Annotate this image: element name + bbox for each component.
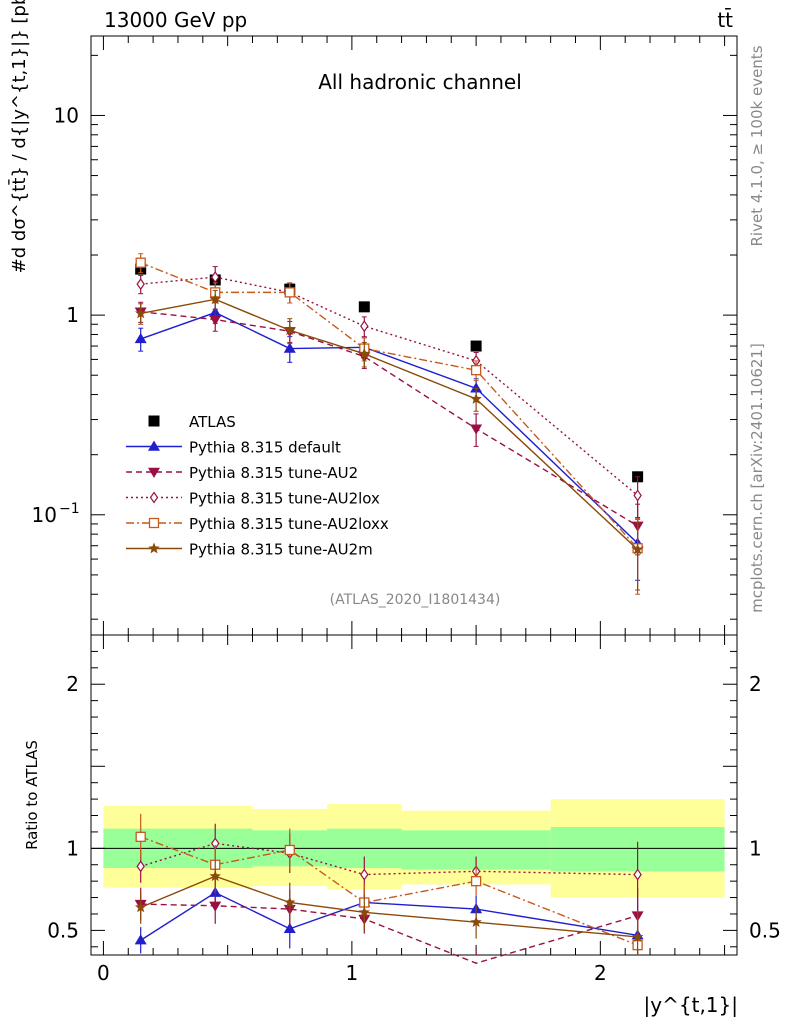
ratio-y-tick-label: 0.5 bbox=[47, 918, 79, 942]
legend-label: Pythia 8.315 tune-AU2loxx bbox=[189, 515, 389, 533]
data-point bbox=[631, 543, 644, 555]
ratio-point bbox=[209, 901, 222, 912]
data-point bbox=[135, 257, 146, 268]
data-point bbox=[136, 278, 145, 291]
process-label: tt̄ bbox=[717, 7, 733, 32]
legend-marker bbox=[148, 440, 160, 451]
ratio-point bbox=[470, 876, 482, 887]
data-point bbox=[633, 489, 642, 502]
main-ylabel: #d dσ^{tt̄} / d{|y^{t,1}|} [pb] bbox=[8, 0, 30, 273]
ratio-y-tick-label-right: 0.5 bbox=[749, 918, 781, 942]
legend-label: ATLAS bbox=[189, 413, 236, 431]
main-y-tick-label: 10 bbox=[54, 103, 79, 127]
ratio-point bbox=[360, 868, 369, 881]
legend-entry-0: ATLAS bbox=[148, 413, 236, 431]
ratio-point bbox=[358, 906, 371, 918]
series-5 bbox=[134, 289, 644, 955]
series-line-ratio bbox=[140, 836, 638, 946]
data-point bbox=[470, 393, 482, 404]
legend-label: Pythia 8.315 default bbox=[189, 439, 341, 457]
ratio-point bbox=[631, 930, 644, 942]
legend-label: Pythia 8.315 tune-AU2 bbox=[189, 464, 358, 482]
data-point bbox=[283, 342, 296, 353]
series-line-ratio bbox=[140, 875, 638, 938]
data-point bbox=[470, 340, 482, 352]
legend-entry-1: Pythia 8.315 default bbox=[126, 439, 341, 457]
x-tick-label: 1 bbox=[346, 961, 359, 985]
x-axis-label: |y^{t,1}| bbox=[644, 993, 738, 1017]
ratio-y-tick-label-right: 2 bbox=[749, 672, 762, 696]
data-point bbox=[470, 382, 483, 393]
series-line-main bbox=[140, 311, 639, 544]
ratio-ylabel: Ratio to ATLAS bbox=[23, 740, 41, 850]
series-layer bbox=[134, 253, 644, 964]
rivet-label: Rivet 4.1.0, ≥ 100k events bbox=[748, 45, 766, 246]
ratio-point bbox=[209, 870, 221, 882]
analysis-id: (ATLAS_2020_I1801434) bbox=[330, 592, 501, 608]
legend-label: Pythia 8.315 tune-AU2m bbox=[189, 541, 373, 559]
series-line-main bbox=[140, 298, 639, 551]
data-point bbox=[470, 365, 482, 376]
data-point bbox=[360, 320, 369, 333]
legend-marker bbox=[148, 467, 160, 478]
ratio-point bbox=[135, 831, 146, 842]
legend-entry-2: Pythia 8.315 tune-AU2 bbox=[126, 464, 358, 482]
legend-marker bbox=[148, 415, 160, 427]
main-y-tick-label: 1 bbox=[66, 303, 79, 327]
legend-marker bbox=[148, 542, 160, 554]
energy-label: 13000 GeV pp bbox=[104, 8, 247, 32]
ratio-panel-frame bbox=[90, 634, 738, 956]
main-y-tick-exponent: −1 bbox=[59, 501, 80, 517]
data-point bbox=[209, 315, 222, 326]
series-line-ratio bbox=[140, 903, 638, 964]
ratio-point bbox=[284, 896, 296, 908]
data-point bbox=[284, 287, 295, 298]
ratio-point bbox=[633, 868, 642, 881]
series-line-main bbox=[140, 262, 639, 549]
data-point bbox=[134, 332, 147, 344]
legend-marker bbox=[148, 517, 160, 529]
series-line-ratio bbox=[140, 891, 638, 941]
series-line-main bbox=[140, 311, 638, 527]
series-line-main bbox=[140, 276, 639, 496]
ratio-y-tick-label: 1 bbox=[66, 836, 79, 860]
ratio-y-tick-label-right: 1 bbox=[749, 836, 762, 860]
data-point bbox=[209, 293, 221, 305]
ratio-y-tick-label: 2 bbox=[66, 672, 79, 696]
x-tick-label: 2 bbox=[594, 961, 607, 985]
x-tick-label: 0 bbox=[97, 961, 110, 985]
channel-label: All hadronic channel bbox=[318, 70, 522, 94]
legend: ATLAS Pythia 8.315 default Pythia 8.315 tu… bbox=[126, 413, 389, 559]
data-point bbox=[358, 301, 370, 313]
ratio-point bbox=[136, 860, 145, 873]
data-point bbox=[284, 324, 296, 336]
mcplots-label: mcplots.cern.ch [arXiv:2401.10621] bbox=[748, 343, 766, 613]
legend-entry-4: Pythia 8.315 tune-AU2loxx bbox=[126, 515, 389, 533]
data-point bbox=[210, 271, 220, 284]
legend-entry-5: Pythia 8.315 tune-AU2m bbox=[126, 541, 373, 559]
ratio-point bbox=[134, 934, 147, 945]
ratio-point bbox=[284, 844, 295, 856]
data-point bbox=[470, 424, 483, 435]
data-point bbox=[134, 307, 147, 319]
legend-entry-3: Pythia 8.315 tune-AU2lox bbox=[126, 490, 380, 508]
legend-marker bbox=[149, 491, 159, 504]
data-point bbox=[358, 347, 371, 359]
main-y-tick-label: 10 bbox=[32, 503, 57, 527]
series-line-ratio bbox=[140, 842, 638, 876]
legend-label: Pythia 8.315 tune-AU2lox bbox=[189, 490, 380, 508]
ratio-point bbox=[470, 916, 482, 928]
ratio-point bbox=[134, 901, 147, 913]
